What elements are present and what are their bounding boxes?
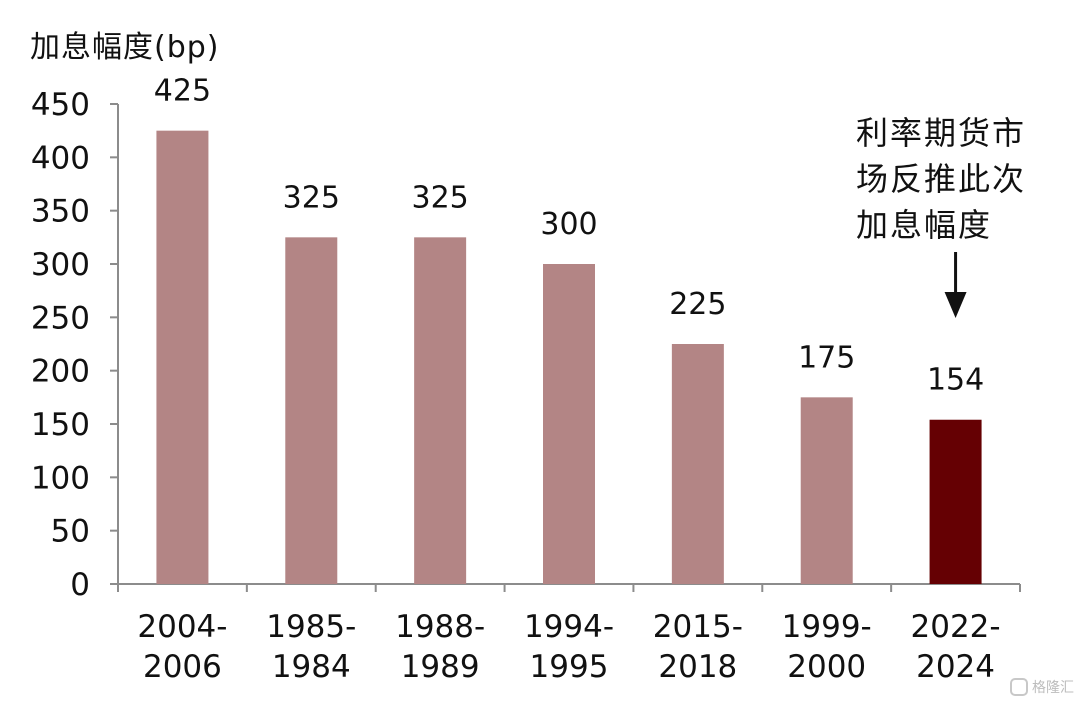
watermark-text: 格隆汇 — [1032, 680, 1074, 696]
x-tick-label: 2018 — [658, 649, 737, 685]
data-label: 154 — [927, 363, 984, 398]
y-tick-label: 150 — [31, 407, 90, 443]
x-tick-label: 2022- — [911, 609, 1001, 645]
annotation-line-3: 加息幅度 — [856, 206, 993, 244]
bar — [929, 419, 982, 584]
y-tick-label: 450 — [31, 87, 90, 123]
annotation-text: 利率期货市 场反推此次 加息幅度 — [856, 110, 1026, 248]
y-tick-label: 100 — [31, 460, 90, 496]
watermark: 格隆汇 — [1010, 677, 1074, 697]
x-tick-label: 1994- — [524, 609, 614, 645]
data-label: 225 — [669, 287, 726, 322]
bar — [156, 130, 209, 584]
y-tick-label: 200 — [31, 354, 90, 390]
y-tick-label: 50 — [51, 514, 90, 550]
x-tick-label: 2024 — [916, 649, 995, 685]
data-label: 300 — [540, 207, 597, 242]
data-label: 325 — [283, 180, 340, 215]
annotation-arrow-head — [944, 292, 967, 318]
y-tick-label: 400 — [31, 140, 90, 176]
x-tick-label: 1999- — [782, 609, 872, 645]
x-tick-label: 2006 — [143, 649, 222, 685]
x-tick-label: 1995 — [530, 649, 609, 685]
y-tick-label: 250 — [31, 300, 90, 336]
annotation-line-2: 场反推此次 — [856, 160, 1027, 198]
data-label: 425 — [154, 74, 211, 109]
x-tick-label: 1985- — [266, 609, 356, 645]
bar — [543, 264, 595, 584]
data-label: 325 — [412, 180, 469, 215]
bar — [800, 397, 853, 584]
bar — [671, 344, 724, 584]
data-label: 175 — [798, 340, 855, 375]
x-tick-label: 1984 — [272, 649, 351, 685]
gelonghui-logo-icon — [1010, 678, 1028, 696]
y-axis-title: 加息幅度(bp) — [30, 30, 220, 65]
y-tick-label: 350 — [31, 194, 90, 230]
x-tick-label: 2015- — [653, 609, 743, 645]
bar — [285, 237, 338, 585]
bar — [414, 237, 467, 585]
y-tick-label: 300 — [31, 247, 90, 283]
x-tick-label: 2000 — [787, 649, 866, 685]
x-tick-label: 1988- — [395, 609, 485, 645]
annotation-line-1: 利率期货市 — [856, 114, 1027, 152]
x-tick-label: 1989 — [401, 649, 480, 685]
x-tick-label: 2004- — [137, 609, 227, 645]
y-tick-label: 0 — [70, 567, 90, 603]
